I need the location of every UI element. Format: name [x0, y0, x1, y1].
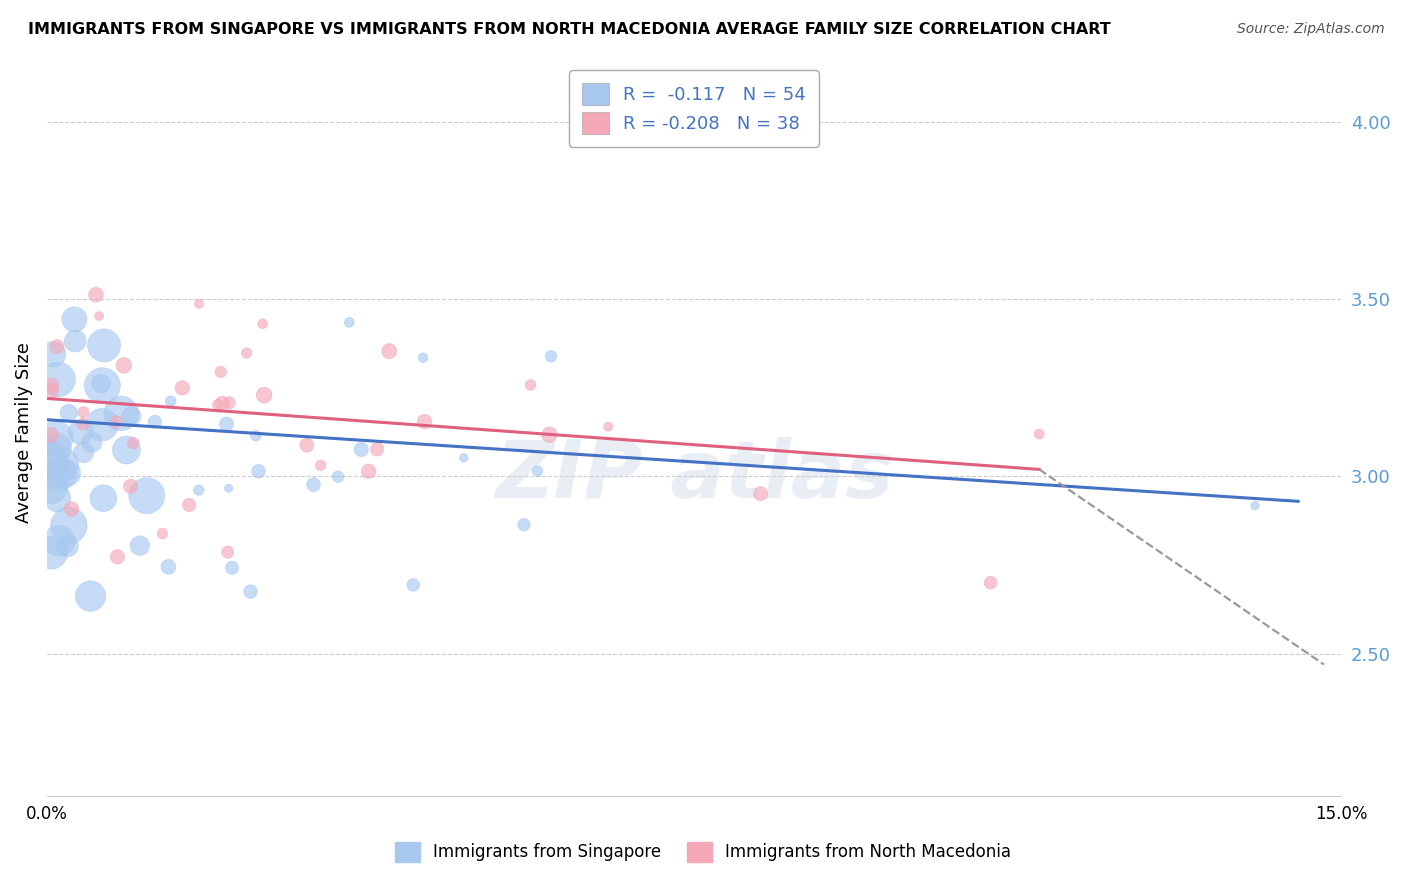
Point: [453, 450, 475, 465]
Point: [413, 415, 436, 429]
Point: [152, 526, 174, 541]
Point: [538, 427, 561, 442]
Point: [107, 549, 129, 564]
Point: [253, 388, 276, 402]
Text: Source: ZipAtlas.com: Source: ZipAtlas.com: [1237, 22, 1385, 37]
Point: [218, 396, 240, 410]
Point: [91, 417, 114, 432]
Point: [51, 458, 73, 472]
Point: [42, 347, 65, 361]
Point: [207, 398, 229, 412]
Y-axis label: Average Family Size: Average Family Size: [15, 342, 32, 523]
Point: [91, 378, 114, 392]
Point: [337, 315, 360, 329]
Point: [235, 346, 257, 360]
Point: [73, 445, 96, 459]
Point: [46, 372, 69, 386]
Point: [1244, 499, 1267, 513]
Point: [87, 309, 110, 323]
Point: [79, 589, 101, 603]
Point: [120, 409, 142, 424]
Point: [209, 365, 232, 379]
Point: [378, 344, 401, 359]
Point: [39, 441, 62, 455]
Point: [41, 378, 63, 392]
Point: [598, 419, 620, 434]
Point: [58, 406, 80, 420]
Point: [218, 481, 240, 495]
Point: [309, 458, 332, 473]
Point: [120, 479, 142, 493]
Text: IMMIGRANTS FROM SINGAPORE VS IMMIGRANTS FROM NORTH MACEDONIA AVERAGE FAMILY SIZE: IMMIGRANTS FROM SINGAPORE VS IMMIGRANTS …: [28, 22, 1111, 37]
Point: [295, 438, 318, 452]
Legend: Immigrants from Singapore, Immigrants from North Macedonia: Immigrants from Singapore, Immigrants fr…: [387, 833, 1019, 871]
Point: [48, 533, 70, 548]
Point: [39, 428, 62, 442]
Point: [143, 415, 166, 429]
Point: [1028, 427, 1050, 442]
Point: [49, 467, 72, 481]
Point: [39, 467, 62, 482]
Point: [749, 486, 772, 500]
Point: [39, 384, 62, 398]
Point: [179, 498, 201, 512]
Point: [110, 407, 132, 421]
Text: ZIP atlas: ZIP atlas: [495, 437, 893, 515]
Point: [46, 441, 69, 455]
Point: [366, 442, 388, 457]
Point: [80, 435, 103, 450]
Point: [135, 489, 157, 503]
Point: [63, 312, 86, 326]
Point: [122, 436, 145, 450]
Point: [350, 442, 373, 457]
Point: [187, 483, 209, 497]
Point: [252, 317, 274, 331]
Point: [90, 376, 112, 391]
Point: [326, 469, 349, 483]
Point: [157, 559, 180, 574]
Point: [188, 297, 211, 311]
Point: [45, 431, 67, 445]
Point: [84, 287, 107, 301]
Point: [217, 545, 239, 559]
Point: [112, 359, 135, 373]
Point: [221, 561, 243, 575]
Point: [513, 517, 536, 532]
Point: [245, 428, 267, 442]
Point: [115, 443, 138, 458]
Point: [247, 464, 270, 478]
Legend: R =  -0.117   N = 54, R = -0.208   N = 38: R = -0.117 N = 54, R = -0.208 N = 38: [569, 70, 818, 147]
Point: [56, 539, 79, 553]
Point: [412, 351, 434, 365]
Point: [211, 396, 233, 410]
Point: [93, 338, 115, 352]
Point: [540, 349, 562, 363]
Point: [172, 381, 194, 395]
Point: [39, 480, 62, 494]
Point: [39, 546, 62, 560]
Point: [48, 457, 70, 471]
Point: [65, 334, 87, 348]
Point: [159, 394, 181, 409]
Point: [72, 417, 94, 431]
Point: [46, 491, 69, 506]
Point: [239, 584, 262, 599]
Point: [105, 415, 128, 429]
Point: [402, 578, 425, 592]
Point: [58, 518, 80, 533]
Point: [70, 425, 93, 439]
Point: [93, 491, 115, 505]
Point: [357, 464, 380, 478]
Point: [60, 502, 83, 516]
Point: [215, 417, 238, 431]
Point: [526, 464, 548, 478]
Point: [128, 539, 150, 553]
Point: [46, 340, 69, 354]
Point: [302, 477, 325, 491]
Point: [72, 405, 94, 419]
Point: [519, 378, 541, 392]
Point: [980, 575, 1002, 590]
Point: [56, 467, 79, 481]
